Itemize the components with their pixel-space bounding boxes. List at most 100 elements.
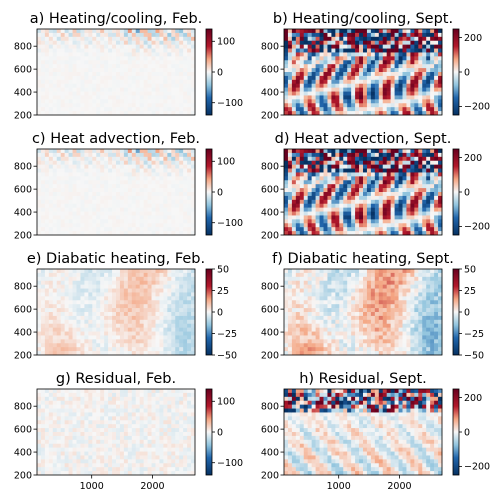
heatmap-cell: [135, 323, 140, 328]
heatmap-cell: [80, 276, 85, 282]
heatmap-cell: [191, 83, 196, 88]
heatmap-cell: [370, 60, 376, 65]
heatmap-cell: [422, 64, 427, 69]
heatmap-cell: [386, 164, 391, 169]
heatmap-cell: [355, 312, 360, 317]
heatmap-cell: [88, 164, 93, 169]
heatmap-cell: [382, 72, 387, 77]
heatmap-cell: [410, 56, 415, 61]
heatmap-cell: [135, 195, 140, 201]
heatmap-cell: [390, 48, 395, 53]
heatmap-cell: [351, 149, 356, 154]
heatmap-cell: [295, 339, 301, 344]
heatmap-cell: [363, 32, 368, 38]
heatmap-cell: [159, 215, 164, 220]
heatmap-cell: [370, 32, 376, 38]
heatmap-cell: [175, 48, 180, 53]
heatmap-cell: [366, 292, 372, 297]
heatmap-cell: [56, 315, 61, 321]
heatmap-cell: [44, 195, 50, 201]
heatmap-cell: [88, 288, 93, 293]
heatmap-cell: [374, 107, 380, 112]
heatmap-cell: [335, 91, 340, 96]
heatmap-cell: [151, 172, 156, 177]
heatmap-cell: [44, 29, 50, 34]
heatmap-cell: [112, 152, 117, 158]
heatmap-cell: [183, 276, 188, 282]
heatmap-cell: [64, 308, 69, 313]
heatmap-cell: [394, 231, 399, 236]
heatmap-cell: [374, 79, 380, 85]
heatmap-cell: [135, 339, 140, 344]
heatmap-cell: [72, 192, 77, 197]
colorbar-gradient: [452, 148, 460, 236]
heatmap-cell: [430, 79, 435, 85]
heatmap-cell: [80, 156, 85, 162]
heatmap-cell: [84, 280, 89, 285]
heatmap-cell: [303, 152, 308, 158]
heatmap-cell: [112, 327, 117, 332]
heatmap-cell: [72, 308, 77, 313]
heatmap-cell: [303, 219, 308, 224]
heatmap-cell: [430, 168, 435, 173]
heatmap-cell: [307, 280, 312, 285]
heatmap-cell: [303, 29, 308, 34]
heatmap-cell: [84, 315, 89, 321]
heatmap-cell: [291, 149, 297, 154]
heatmap-cell: [335, 327, 340, 332]
heatmap-cell: [291, 292, 297, 297]
heatmap-cell: [434, 83, 439, 88]
heatmap-cell: [402, 172, 407, 177]
heatmap-cell: [151, 203, 156, 208]
heatmap-cell: [88, 227, 93, 232]
heatmap-cell: [116, 331, 121, 336]
heatmap-cell: [143, 272, 148, 278]
heatmap-cell: [123, 343, 129, 348]
heatmap-cell: [343, 276, 348, 282]
heatmap-cell: [343, 164, 348, 169]
heatmap-cell: [167, 288, 172, 293]
heatmap-cell: [84, 339, 89, 344]
panel-3: c) Heat advection, Feb.200400600800−1000…: [14, 131, 243, 241]
heatmap-cell: [155, 48, 160, 53]
heatmap-cell: [351, 284, 356, 289]
heatmap-cell: [406, 36, 411, 42]
heatmap-cell: [56, 68, 61, 73]
heatmap-cell: [434, 29, 439, 34]
heatmap-cell: [84, 164, 89, 169]
heatmap-cell: [143, 168, 148, 173]
heatmap-cell: [60, 335, 65, 340]
heatmap-cell: [96, 339, 101, 344]
heatmap-cell: [414, 68, 419, 73]
heatmap-cell: [131, 32, 137, 38]
heatmap-cell: [123, 315, 129, 321]
heatmap-cell: [343, 168, 348, 173]
heatmap-cell: [112, 312, 117, 317]
heatmap-cell: [287, 339, 293, 344]
heatmap-cell: [351, 292, 356, 297]
heatmap-cell: [155, 323, 160, 328]
heatmap-cell: [163, 56, 168, 61]
heatmap-cell: [347, 223, 352, 228]
heatmap-cell: [390, 87, 395, 92]
heatmap-cell: [430, 87, 435, 92]
heatmap-cell: [299, 288, 305, 293]
heatmap-cell: [366, 331, 372, 336]
heatmap-cell: [108, 292, 113, 297]
heatmap-cell: [147, 29, 152, 34]
heatmap-cell: [135, 149, 140, 154]
heatmap-cell: [131, 347, 137, 352]
heatmap-cell: [64, 312, 69, 317]
heatmap-cell: [295, 149, 301, 154]
heatmap-cell: [108, 83, 113, 88]
heatmap-cell: [159, 87, 164, 92]
heatmap-cell: [40, 29, 46, 34]
heatmap-cell: [52, 188, 58, 193]
heatmap-cell: [366, 327, 372, 332]
heatmap-cell: [155, 192, 160, 197]
heatmap-cell: [52, 32, 58, 38]
heatmap-cell: [335, 312, 340, 317]
heatmap-cell: [327, 343, 332, 348]
heatmap-cell: [327, 339, 332, 344]
heatmap-cell: [183, 304, 188, 309]
